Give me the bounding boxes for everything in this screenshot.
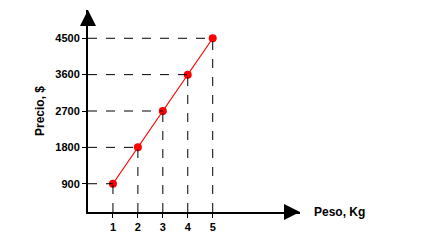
svg-text:5: 5: [210, 221, 216, 233]
svg-text:4500: 4500: [55, 32, 79, 44]
svg-text:4: 4: [185, 221, 192, 233]
svg-text:3: 3: [160, 221, 166, 233]
svg-text:2700: 2700: [55, 105, 79, 117]
svg-text:3600: 3600: [55, 68, 79, 80]
svg-text:1800: 1800: [55, 141, 79, 153]
svg-text:900: 900: [61, 178, 79, 190]
svg-text:1: 1: [110, 221, 116, 233]
svg-text:Precio, $: Precio, $: [33, 86, 47, 136]
svg-text:2: 2: [135, 221, 141, 233]
svg-text:Peso, Kg: Peso, Kg: [314, 205, 365, 219]
